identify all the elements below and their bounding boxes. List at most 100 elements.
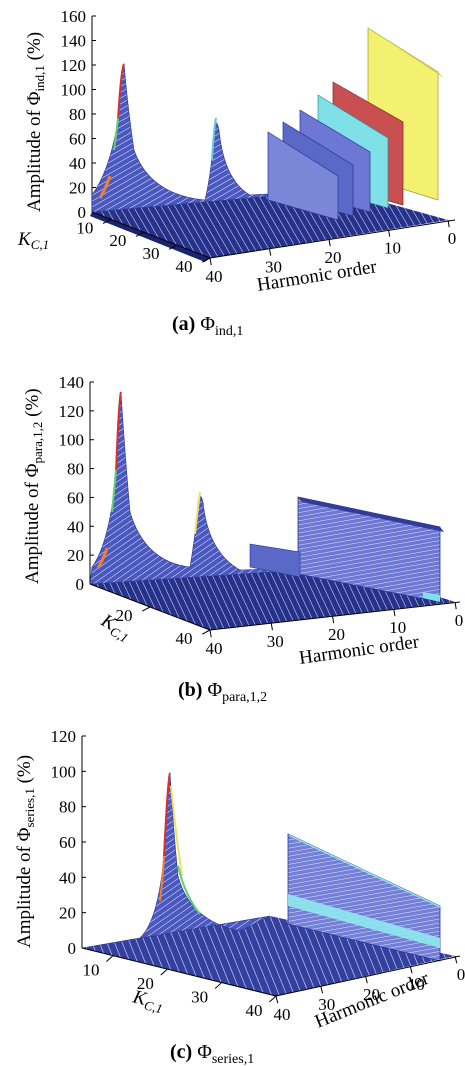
k-tick-label: 40 (176, 629, 193, 648)
k-tick-label: 10 (76, 218, 93, 237)
y-axis-label-a: Amplitude of Φind,1 (%) (24, 32, 47, 212)
k-tick-mark (168, 244, 178, 250)
plateau-top-c (288, 834, 443, 909)
plateau-low-b (249, 543, 301, 578)
ridge-green-c (177, 865, 201, 915)
z-tick-label: 160 (61, 7, 87, 26)
k-tick-label: 10 (83, 961, 100, 980)
caption-b: (b) Φpara,1,2 (178, 679, 267, 705)
h-tick-label: 10 (408, 975, 425, 994)
ridge-orange-b (96, 547, 109, 569)
z-tick-label: 0 (76, 575, 85, 594)
h-axis-line-a (209, 219, 456, 259)
k-axis-label-a: KC,1 (17, 229, 49, 252)
z-tick-label: 120 (51, 727, 77, 746)
ridge-secondary-b (194, 491, 201, 535)
h-tick-mark (209, 257, 212, 266)
h-tick-mark (454, 955, 458, 964)
z-ticks-b: 0 20 40 60 80 100 120 140 (59, 373, 94, 594)
h-tick-mark (320, 985, 324, 994)
z-tick-label: 0 (68, 939, 77, 958)
plateau-blue3-a (267, 131, 339, 221)
y-axis-label-c: Amplitude of Φseries,1 (%) (14, 755, 37, 948)
k-tick-mark (141, 606, 151, 612)
z-tick-label: 60 (67, 488, 84, 507)
caption-a: (a) Φind,1 (172, 313, 243, 339)
k-tick-label: 40 (176, 257, 193, 276)
h-tick-label: 10 (384, 239, 401, 258)
z-tick-label: 140 (61, 32, 87, 51)
z-ticks-c: 0 20 40 60 80 100 120 (51, 727, 86, 958)
h-tick-label: 40 (206, 267, 223, 286)
z-tick-label: 100 (61, 81, 87, 100)
h-tick-label: 20 (325, 248, 342, 267)
h-tick-label: 0 (457, 965, 465, 984)
k-axis-label-c: KC,1 (129, 986, 166, 1016)
k-tick-mark (269, 995, 277, 1003)
plateau-band-c (288, 894, 440, 948)
z-tick-label: 80 (59, 798, 76, 817)
k-ticks-c: 10 20 30 40 (83, 955, 277, 1020)
k-axis-line-c (81, 947, 277, 997)
h-tick-mark (447, 219, 450, 228)
z-tick-label: 20 (69, 179, 86, 198)
h-axis-line-b (209, 601, 461, 631)
k-tick-mark (214, 982, 223, 989)
z-tick-label: 80 (67, 460, 84, 479)
h-tick-mark (328, 238, 331, 247)
z-tick-label: 60 (59, 833, 76, 852)
h-tick-mark (393, 608, 396, 617)
z-tick-label: 40 (67, 517, 84, 536)
k-tick-mark (106, 955, 114, 963)
z-tick-label: 120 (61, 56, 87, 75)
h-tick-mark (454, 601, 457, 610)
y-axis-label-b: Amplitude of Φpara,1,2 (%) (22, 388, 45, 584)
h-tick-label: 40 (206, 639, 223, 658)
h-ticks-b: 40 30 20 10 0 (206, 601, 464, 658)
chart-panel-b: 0 20 40 60 80 100 120 140 20 40 40 30 20 10 0 Amplit… (0, 362, 465, 710)
h-tick-label: 0 (448, 229, 457, 248)
h-ticks-c: 40 30 20 10 0 (274, 955, 465, 1024)
z-tick-label: 100 (59, 431, 85, 450)
k-tick-mark (160, 968, 168, 976)
ridge-peak-red-a (117, 63, 125, 121)
k-tick-mark (135, 231, 145, 237)
surface-edge-a (90, 212, 210, 262)
k-tick-label: 20 (137, 974, 154, 993)
h-tick-mark (275, 995, 279, 1004)
x-axis-label-b: Harmonic order (298, 631, 421, 669)
caption-c: (c) Φseries,1 (170, 1041, 254, 1066)
z-tick-label: 40 (59, 868, 76, 887)
plateau-yellow-top-a (368, 28, 444, 78)
h-tick-label: 10 (389, 618, 406, 637)
z-tick-label: 100 (51, 762, 77, 781)
h-tick-mark (270, 622, 273, 631)
h-tick-mark (365, 975, 368, 984)
h-tick-mark (209, 629, 212, 638)
k-ticks-a: 10 20 30 40 (76, 218, 211, 276)
h-tick-label: 0 (455, 611, 464, 630)
z-tick-label: 140 (59, 373, 85, 392)
z-ticks-a: 0 20 40 60 80 100 120 140 160 (61, 7, 96, 222)
h-tick-label: 30 (267, 632, 284, 651)
z-tick-label: 0 (78, 203, 87, 222)
k-tick-label: 30 (142, 244, 159, 263)
z-tick-label: 60 (69, 130, 86, 149)
h-tick-label: 20 (363, 985, 380, 1004)
z-tick-label: 20 (59, 904, 76, 923)
ridge-peak-green-b (111, 469, 117, 513)
k-tick-label: 20 (109, 231, 126, 250)
h-tick-label: 40 (274, 1005, 291, 1024)
plateau-top-b (298, 497, 444, 532)
chart-panel-a: 0 20 40 60 80 100 120 140 160 10 20 30 40 40 30 20 10 0… (0, 0, 465, 352)
z-tick-label: 40 (69, 154, 86, 173)
ridge-yellow-c (170, 785, 183, 877)
ridge-secondary-a (211, 117, 217, 161)
z-tick-label: 80 (69, 105, 86, 124)
h-tick-label: 30 (265, 258, 282, 277)
ridge-peak-red-c (163, 772, 171, 857)
h-tick-mark (388, 229, 391, 237)
